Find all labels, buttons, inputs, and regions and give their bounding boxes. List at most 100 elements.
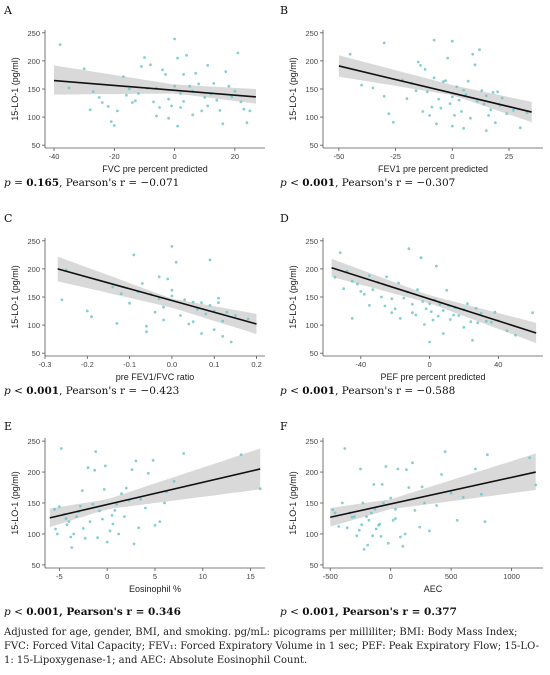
panel-e-data-point: [108, 529, 112, 533]
panel-b-data-point: [494, 121, 497, 125]
panel-e-data-point: [86, 466, 90, 470]
panel-f-data-point: [361, 501, 365, 505]
panel-a-data-point: [191, 113, 195, 117]
panel-b-data-point: [473, 63, 477, 67]
panel-e-data-point: [64, 517, 68, 520]
panel-d-data-point: [371, 288, 375, 292]
panel-d-data-point: [466, 302, 469, 306]
panel-e-data-point: [132, 542, 136, 546]
panel-f-data-point: [396, 467, 400, 471]
panel-c-data-point: [162, 318, 165, 322]
panel-c-data-point: [204, 312, 208, 316]
panel-e-data-point: [67, 520, 71, 523]
panel-e-data-point: [102, 488, 106, 491]
panel-b-ytick-label: 100: [305, 113, 318, 122]
panel-c-data-point: [221, 319, 225, 323]
panel-a-data-point: [224, 70, 228, 73]
panel-a-data-point: [197, 82, 201, 86]
panel-a-data-point: [182, 100, 186, 103]
panel-e-data-point: [93, 468, 97, 472]
panel-f-data-point: [423, 501, 426, 505]
panel-a-data-point: [167, 97, 171, 101]
panel-d-data-point: [368, 304, 371, 307]
panel-f-data-point: [360, 523, 364, 527]
panel-d-data-point: [350, 317, 354, 320]
panel-a-data-point: [176, 56, 180, 60]
panel-b-data-point: [414, 89, 418, 93]
panel-a-data-point: [112, 124, 116, 127]
panel-d-x-title: PEF pre percent predicted: [380, 372, 485, 382]
panel-c-data-point: [225, 310, 229, 314]
panel-e-xtick-label: 0: [105, 572, 109, 581]
panel-d-data-point: [428, 302, 431, 306]
panel-e-data-point: [88, 520, 92, 523]
panel-f-data-point: [371, 534, 374, 538]
panel-b-xtick-label: -25: [390, 152, 401, 161]
panel-f-ytick-label: 150: [305, 499, 318, 508]
panel-f-ytick-label: 50: [310, 561, 318, 570]
panel-d-data-point: [390, 297, 394, 301]
panel-e-data-point: [130, 468, 134, 471]
panel-f-data-point: [443, 450, 447, 453]
panel-b-data-point: [450, 39, 454, 43]
panel-c-data-point: [132, 253, 136, 257]
panel-b-data-point: [491, 91, 495, 94]
panel-f-data-point: [355, 534, 359, 538]
panel-b-data-point: [428, 114, 431, 117]
panel-a-xtick-label: 20: [231, 152, 239, 161]
panel-f-xtick-label: 500: [445, 572, 458, 581]
panel-c-data-point: [221, 334, 225, 338]
panel-a-ytick-label: 250: [27, 29, 40, 38]
panel-c-data-point: [174, 260, 178, 264]
panel-e-data-point: [72, 532, 76, 536]
panel-f-xtick-label: 0: [389, 572, 393, 581]
panel-b-data-point: [446, 56, 450, 60]
panel-b-data-point: [455, 85, 459, 89]
panel-b-data-point: [423, 67, 427, 71]
panel-e-data-point: [101, 517, 104, 521]
panel-e-data-point: [258, 487, 262, 491]
panel-f-data-point: [449, 491, 453, 495]
panel-e-data-point: [53, 507, 56, 511]
panel-c-data-point: [145, 324, 148, 328]
panel-a-data-point: [248, 109, 252, 113]
panel-b-data-point: [448, 102, 452, 105]
panel-f-data-point: [394, 517, 397, 520]
footnote: Adjusted for age, gender, BMI, and smoki…: [4, 627, 540, 667]
panel-a-data-point: [161, 68, 164, 72]
panel-e-data-point: [151, 458, 155, 462]
panel-d-data-point: [356, 282, 359, 286]
panel-c-data-point: [162, 305, 165, 309]
panel-c-ytick-label: 250: [27, 237, 40, 246]
panel-b-data-point: [405, 97, 409, 100]
panel-f-data-point: [350, 515, 354, 519]
panel-a-data-point: [221, 122, 225, 126]
panel-d-data-point: [368, 274, 371, 277]
panel-d-data-point: [390, 311, 394, 315]
panel-f-data-point: [343, 447, 347, 450]
panel-b-ytick-label: 250: [305, 29, 318, 38]
panel-e-data-point: [139, 497, 143, 501]
panel-d-data-point: [505, 329, 509, 333]
panel-f-data-point: [411, 461, 414, 465]
panel-f-data-point: [394, 507, 397, 511]
panel-d-data-point: [469, 320, 473, 324]
panel-a-data-point: [233, 89, 237, 93]
panel-d-data-point: [383, 304, 387, 308]
panel-a-data-point: [173, 84, 177, 88]
panel-e-data-point: [113, 509, 117, 512]
panel-a-ytick-label: 150: [27, 85, 40, 94]
panel-d-data-point: [380, 295, 383, 299]
panel-b-data-point: [480, 89, 484, 93]
panel-e-ytick-label: 150: [27, 499, 40, 508]
panel-e-ytick-label: 50: [32, 561, 40, 570]
panel-e-data-point: [172, 479, 176, 483]
panel-f-data-point: [370, 511, 373, 515]
panel-b-data-point: [348, 52, 352, 56]
panel-c-letter: C: [4, 212, 12, 225]
panel-a-data-point: [131, 101, 134, 104]
panel-c-data-point: [145, 330, 148, 334]
panel-b-data-point: [466, 79, 470, 83]
panel-a-data-point: [82, 67, 86, 71]
panel-f-data-point: [528, 456, 532, 460]
